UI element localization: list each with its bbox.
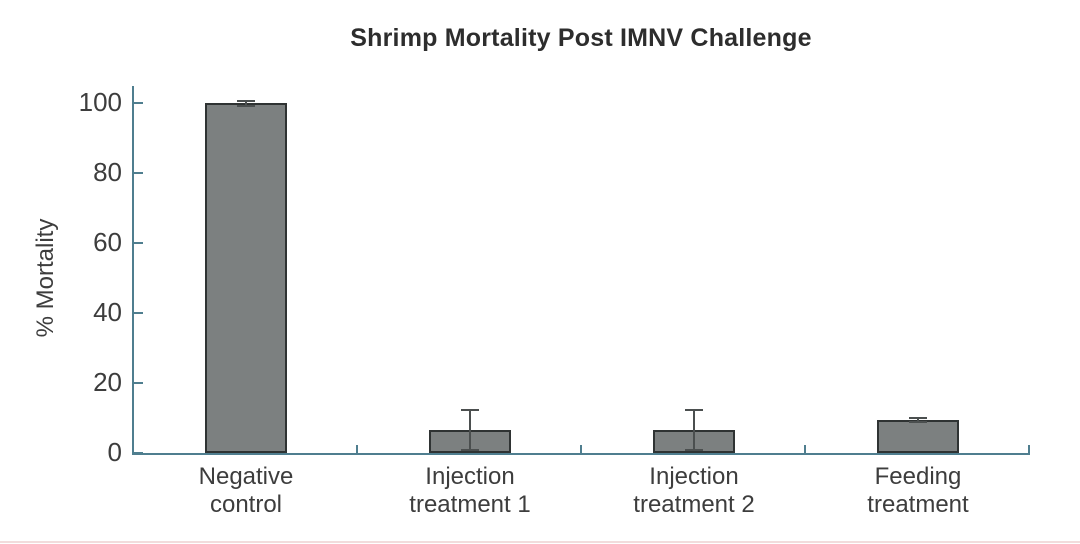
x-category-label-line: Feeding: [874, 463, 962, 490]
y-axis-tick: [134, 452, 143, 454]
x-category-label-line: Injection: [649, 463, 739, 490]
y-tick-label: 0: [107, 437, 122, 467]
x-category-label: Injection treatment 1: [409, 463, 530, 519]
error-bar-part: [469, 409, 471, 452]
y-axis-tick: [134, 382, 143, 384]
error-bar-part: [237, 104, 255, 107]
error-bar: [237, 99, 255, 107]
error-bar-part: [909, 420, 927, 423]
y-tick-label: 100: [78, 87, 122, 117]
x-category-label: Feeding treatment: [867, 463, 968, 519]
error-bar: [685, 409, 703, 452]
x-category-label: Negative control: [199, 463, 294, 519]
error-bar-part: [461, 409, 479, 412]
chart-title: Shrimp Mortality Post IMNV Challenge: [350, 24, 812, 52]
y-tick-label: 80: [93, 157, 122, 187]
x-axis-tick: [804, 445, 806, 453]
x-category-label-line: Negative: [198, 463, 294, 490]
x-axis-tick: [356, 445, 358, 453]
x-category-label-line: treatment 2: [633, 491, 755, 518]
error-bar-part: [237, 99, 255, 102]
error-bar: [909, 416, 927, 423]
error-bar: [461, 409, 479, 452]
error-bar-part: [685, 449, 703, 452]
x-category-label-line: Injection: [425, 463, 515, 490]
y-axis-tick: [134, 312, 143, 314]
x-category-label-line: control: [209, 491, 283, 518]
y-tick-label: 20: [93, 367, 122, 397]
y-axis-tick: [134, 172, 143, 174]
x-axis-tick: [580, 445, 582, 453]
y-tick-label: 60: [93, 227, 122, 257]
error-bar-part: [917, 416, 919, 423]
x-category-label: Injection treatment 2: [633, 463, 754, 519]
error-bar-part: [909, 416, 927, 419]
error-bar-part: [245, 99, 247, 107]
y-axis-tick: [134, 102, 143, 104]
bar-feeding-treatment: [877, 419, 959, 453]
x-axis-tick: [1028, 445, 1030, 453]
x-category-label-line: treatment 1: [409, 491, 531, 518]
y-axis-tick: [134, 242, 143, 244]
error-bar-part: [693, 409, 695, 452]
error-bar-part: [685, 409, 703, 412]
y-tick-label: 40: [93, 297, 122, 327]
x-category-label-line: treatment: [867, 491, 969, 518]
plot-area: 0 20 40 60 80 100 Negative control Injection trea…: [79, 86, 1030, 518]
bar-negative-control: [205, 103, 287, 453]
bottom-accent-line: [0, 541, 1080, 543]
error-bar-part: [461, 449, 479, 452]
